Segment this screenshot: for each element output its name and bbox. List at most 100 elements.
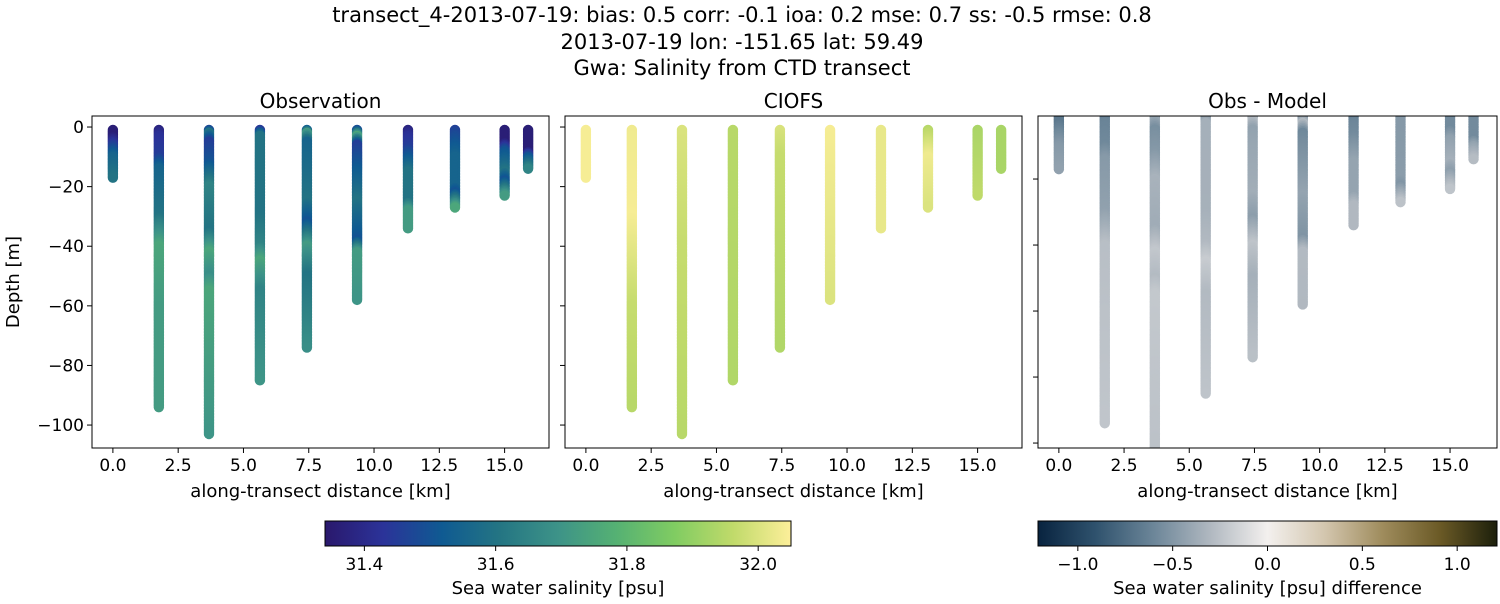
data-point bbox=[1247, 352, 1258, 363]
colorbar-tick-label: 31.4 bbox=[345, 555, 383, 575]
cast-4 bbox=[774, 124, 786, 353]
colorbar-1: −1.0 −0.5 0.0 0.5 1.0 Sea water salinity [psu… bbox=[1037, 520, 1498, 599]
data-point bbox=[402, 223, 414, 234]
data-point bbox=[1395, 196, 1406, 208]
axes-frame bbox=[564, 115, 1023, 449]
colorbar-tick-label: 0.5 bbox=[1349, 555, 1376, 575]
colorbar-tick-label: 32.0 bbox=[739, 555, 777, 575]
x-tick-label: 0.0 bbox=[1045, 456, 1072, 476]
cast-1 bbox=[626, 124, 638, 413]
cast-9 bbox=[1468, 116, 1479, 165]
data-point bbox=[580, 172, 592, 183]
cast-9 bbox=[522, 124, 534, 174]
data-point bbox=[301, 342, 313, 353]
x-axis-label: along-transect distance [km] bbox=[1137, 481, 1397, 502]
data-point bbox=[351, 294, 363, 306]
cast-2 bbox=[1149, 116, 1161, 448]
data-point bbox=[972, 190, 983, 201]
data-point bbox=[727, 375, 739, 386]
x-tick-label: 15.0 bbox=[1431, 456, 1469, 476]
data-point bbox=[676, 428, 688, 440]
cast-5 bbox=[1297, 116, 1308, 310]
panel-obs: Observation 0.0 2.5 5.0 7.5 10.0 12.5 15.0 along… bbox=[37, 89, 550, 502]
cast-6 bbox=[1348, 116, 1359, 231]
colorbar-tick-label: −0.5 bbox=[1152, 555, 1193, 575]
cast-points bbox=[107, 124, 534, 440]
y-tick-label: 0 bbox=[73, 118, 84, 138]
cast-points bbox=[1053, 116, 1479, 448]
colorbar-label: Sea water salinity [psu] bbox=[452, 578, 665, 599]
cast-9 bbox=[995, 124, 1007, 174]
x-tick-label: 10.0 bbox=[828, 456, 866, 476]
y-tick-label: −40 bbox=[48, 237, 84, 257]
data-point bbox=[774, 342, 786, 353]
cast-3 bbox=[1200, 116, 1211, 399]
cast-0 bbox=[1053, 116, 1065, 175]
x-tick-label: 2.5 bbox=[638, 456, 665, 476]
data-point bbox=[1444, 183, 1456, 195]
cast-7 bbox=[922, 124, 934, 213]
panel-title: Obs - Model bbox=[1208, 89, 1327, 113]
x-axis-label: along-transect distance [km] bbox=[190, 481, 450, 502]
data-point bbox=[499, 190, 510, 201]
panel-title: CIOFS bbox=[764, 89, 823, 113]
cast-5 bbox=[351, 124, 363, 306]
colorbar-tick-label: 0.0 bbox=[1254, 555, 1281, 575]
cast-2 bbox=[203, 124, 215, 440]
x-tick-label: 7.5 bbox=[295, 456, 322, 476]
y-axis-label: Depth [m] bbox=[3, 236, 24, 328]
panel-model: CIOFS 0.0 2.5 5.0 7.5 10.0 12.5 15.0 along-trans… bbox=[560, 89, 1023, 502]
cast-8 bbox=[499, 124, 510, 201]
x-tick-label: 2.5 bbox=[165, 456, 192, 476]
x-tick-label: 12.5 bbox=[893, 456, 931, 476]
colorbar-gradient bbox=[1037, 520, 1498, 547]
y-tick-label: −100 bbox=[37, 416, 84, 436]
data-point bbox=[824, 294, 836, 306]
axes-frame bbox=[91, 115, 550, 449]
data-point bbox=[626, 401, 638, 413]
cast-6 bbox=[402, 124, 414, 234]
data-point bbox=[449, 202, 461, 213]
cast-4 bbox=[301, 124, 313, 353]
cast-6 bbox=[875, 124, 887, 234]
data-point bbox=[1153, 447, 1157, 448]
data-point bbox=[153, 401, 165, 413]
cast-7 bbox=[449, 124, 461, 213]
cast-8 bbox=[972, 124, 983, 201]
y-tick-label: −80 bbox=[48, 356, 84, 376]
axes-frame bbox=[1037, 115, 1498, 449]
y-tick-label: −20 bbox=[48, 178, 84, 198]
cast-8 bbox=[1444, 116, 1456, 195]
colorbar-tick-label: 31.8 bbox=[608, 555, 646, 575]
data-point bbox=[995, 163, 1007, 174]
cast-4 bbox=[1247, 116, 1258, 363]
colorbar-0: 31.4 31.6 31.8 32.0 Sea water salinity [psu] bbox=[324, 520, 792, 599]
x-axis-label: along-transect distance [km] bbox=[663, 481, 923, 502]
data-point bbox=[1297, 299, 1308, 310]
data-point bbox=[875, 223, 887, 234]
data-point bbox=[1099, 418, 1110, 429]
cast-points bbox=[580, 124, 1007, 440]
x-tick-label: 5.0 bbox=[230, 456, 257, 476]
data-point bbox=[522, 163, 534, 174]
data-point bbox=[1348, 220, 1359, 231]
cast-0 bbox=[580, 124, 592, 183]
cast-3 bbox=[254, 124, 266, 386]
x-tick-label: 5.0 bbox=[703, 456, 730, 476]
data-point bbox=[107, 172, 119, 183]
y-tick-label: −60 bbox=[48, 297, 84, 317]
data-point bbox=[254, 375, 266, 386]
colorbar-gradient bbox=[324, 520, 792, 547]
x-tick-label: 10.0 bbox=[1301, 456, 1339, 476]
x-tick-label: 0.0 bbox=[99, 456, 126, 476]
x-tick-label: 15.0 bbox=[959, 456, 997, 476]
title-line-3: Gwa: Salinity from CTD transect bbox=[574, 56, 911, 80]
x-tick-label: 15.0 bbox=[486, 456, 524, 476]
cast-5 bbox=[824, 124, 836, 306]
cast-0 bbox=[107, 124, 119, 183]
x-tick-label: 5.0 bbox=[1176, 456, 1203, 476]
x-tick-label: 0.0 bbox=[572, 456, 599, 476]
data-point bbox=[203, 428, 215, 440]
colorbar-tick-label: −1.0 bbox=[1057, 555, 1098, 575]
